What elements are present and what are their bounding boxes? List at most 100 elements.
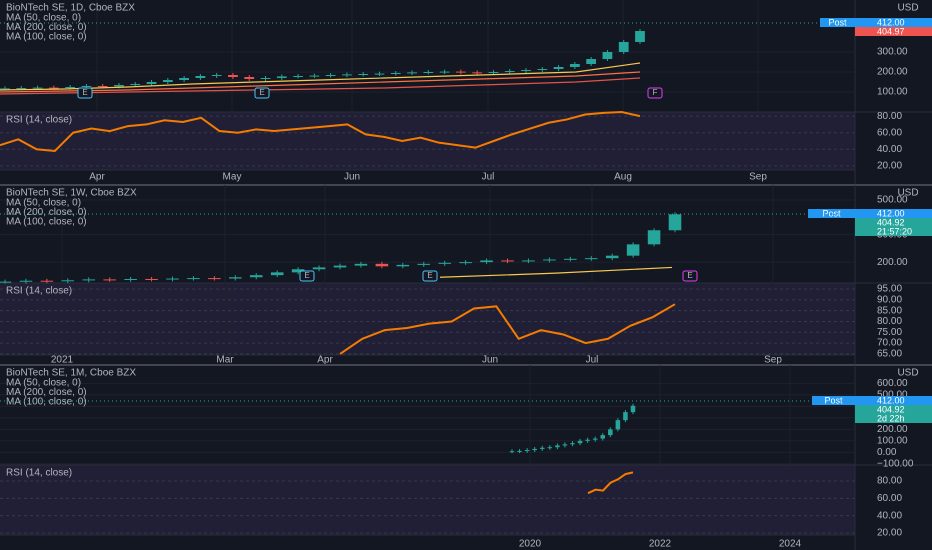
post-tag xyxy=(808,209,855,218)
event-marker-label: E xyxy=(259,88,264,97)
indicator-label: MA (200, close, 0) xyxy=(6,22,87,33)
candle xyxy=(0,88,10,90)
candle xyxy=(585,439,590,441)
candle xyxy=(592,438,598,440)
candle xyxy=(602,52,613,59)
moving-average xyxy=(439,266,673,278)
event-marker-label: E xyxy=(82,88,87,97)
candle xyxy=(586,59,597,64)
moving-average xyxy=(0,62,641,91)
candle xyxy=(459,262,472,264)
price-tag-text: 21:57:20 xyxy=(877,226,912,236)
candle xyxy=(124,278,137,280)
candle xyxy=(472,72,483,74)
candle xyxy=(293,76,303,77)
candle xyxy=(537,69,548,70)
candle xyxy=(570,443,575,445)
candle xyxy=(260,78,271,79)
candle xyxy=(635,31,645,42)
candle xyxy=(48,87,59,89)
event-marker[interactable] xyxy=(647,87,663,99)
candle xyxy=(82,279,96,281)
time-label: Jun xyxy=(482,355,498,366)
candle xyxy=(229,277,242,279)
candle xyxy=(623,412,628,421)
rsi-tick-label: 70.00 xyxy=(877,338,902,349)
candle xyxy=(396,264,410,267)
candle xyxy=(521,70,531,71)
candle xyxy=(0,281,12,283)
event-marker[interactable] xyxy=(299,270,315,282)
candle xyxy=(270,272,284,276)
price-tag-text: 412.00 xyxy=(877,208,905,218)
price-tag-text: 2d 22h xyxy=(877,413,905,423)
candle xyxy=(569,64,580,67)
price-tag xyxy=(855,227,932,236)
candle xyxy=(333,265,347,268)
rsi-tick-label: 80.00 xyxy=(877,111,902,122)
candle xyxy=(187,278,200,280)
event-marker[interactable] xyxy=(77,87,93,99)
indicator-label: MA (50, close, 0) xyxy=(6,198,81,209)
candle xyxy=(130,84,141,85)
moving-average xyxy=(0,77,641,95)
candle xyxy=(162,80,173,82)
time-label: Jul xyxy=(586,355,599,366)
price-tag-text: 404.92 xyxy=(877,217,905,227)
candle xyxy=(249,275,263,278)
event-marker[interactable] xyxy=(254,87,270,99)
price-tag xyxy=(855,405,932,414)
rsi-tick-label: 75.00 xyxy=(877,327,902,338)
currency-label: USD xyxy=(897,368,918,379)
candle xyxy=(32,87,43,89)
candle xyxy=(114,85,124,87)
candle xyxy=(439,71,450,73)
rsi-tick-label: 80.00 xyxy=(877,476,902,487)
candle xyxy=(390,73,401,74)
event-marker-label: F xyxy=(653,88,658,97)
candle xyxy=(179,78,189,80)
candle xyxy=(61,280,75,282)
price-tick-label: 100.00 xyxy=(877,436,908,447)
chart-title: BioNTech SE, 1M, Cboe BZX xyxy=(6,368,136,379)
moving-average xyxy=(0,71,641,93)
event-marker[interactable] xyxy=(422,270,438,282)
event-marker[interactable] xyxy=(682,270,698,282)
rsi-tick-label: 40.00 xyxy=(877,144,902,155)
candle xyxy=(539,447,545,449)
post-tag-text: Post xyxy=(822,208,841,218)
candle xyxy=(354,263,368,266)
rsi-label: RSI (14, close) xyxy=(6,286,72,297)
currency-label: USD xyxy=(897,3,918,14)
candle xyxy=(145,278,158,280)
candle xyxy=(480,260,493,263)
indicator-label: MA (100, close, 0) xyxy=(6,397,87,408)
candle xyxy=(555,445,560,448)
candle xyxy=(228,75,238,77)
price-tick-label: 200.00 xyxy=(877,257,908,268)
candle xyxy=(626,244,640,256)
rsi-tick-label: 65.00 xyxy=(877,349,902,360)
time-label: 2021 xyxy=(51,355,74,366)
candle xyxy=(211,75,222,76)
candle xyxy=(146,82,157,84)
rsi-label: RSI (14, close) xyxy=(6,115,72,126)
time-label: 2024 xyxy=(779,539,802,550)
rsi-tick-label: 40.00 xyxy=(877,510,902,521)
price-tag xyxy=(855,218,932,227)
time-label: Jul xyxy=(482,172,495,183)
candle xyxy=(407,72,417,74)
candle xyxy=(564,258,577,260)
price-tick-label: 0.00 xyxy=(877,447,897,458)
rsi-line xyxy=(339,303,676,355)
candle xyxy=(618,42,629,52)
candle xyxy=(532,448,537,451)
candle xyxy=(325,75,336,76)
time-label: Mar xyxy=(216,355,234,366)
rsi-tick-label: 85.00 xyxy=(877,305,902,316)
indicator-label: MA (200, close, 0) xyxy=(6,387,87,398)
candle xyxy=(244,77,255,79)
candle xyxy=(504,71,515,72)
candle xyxy=(488,72,499,73)
